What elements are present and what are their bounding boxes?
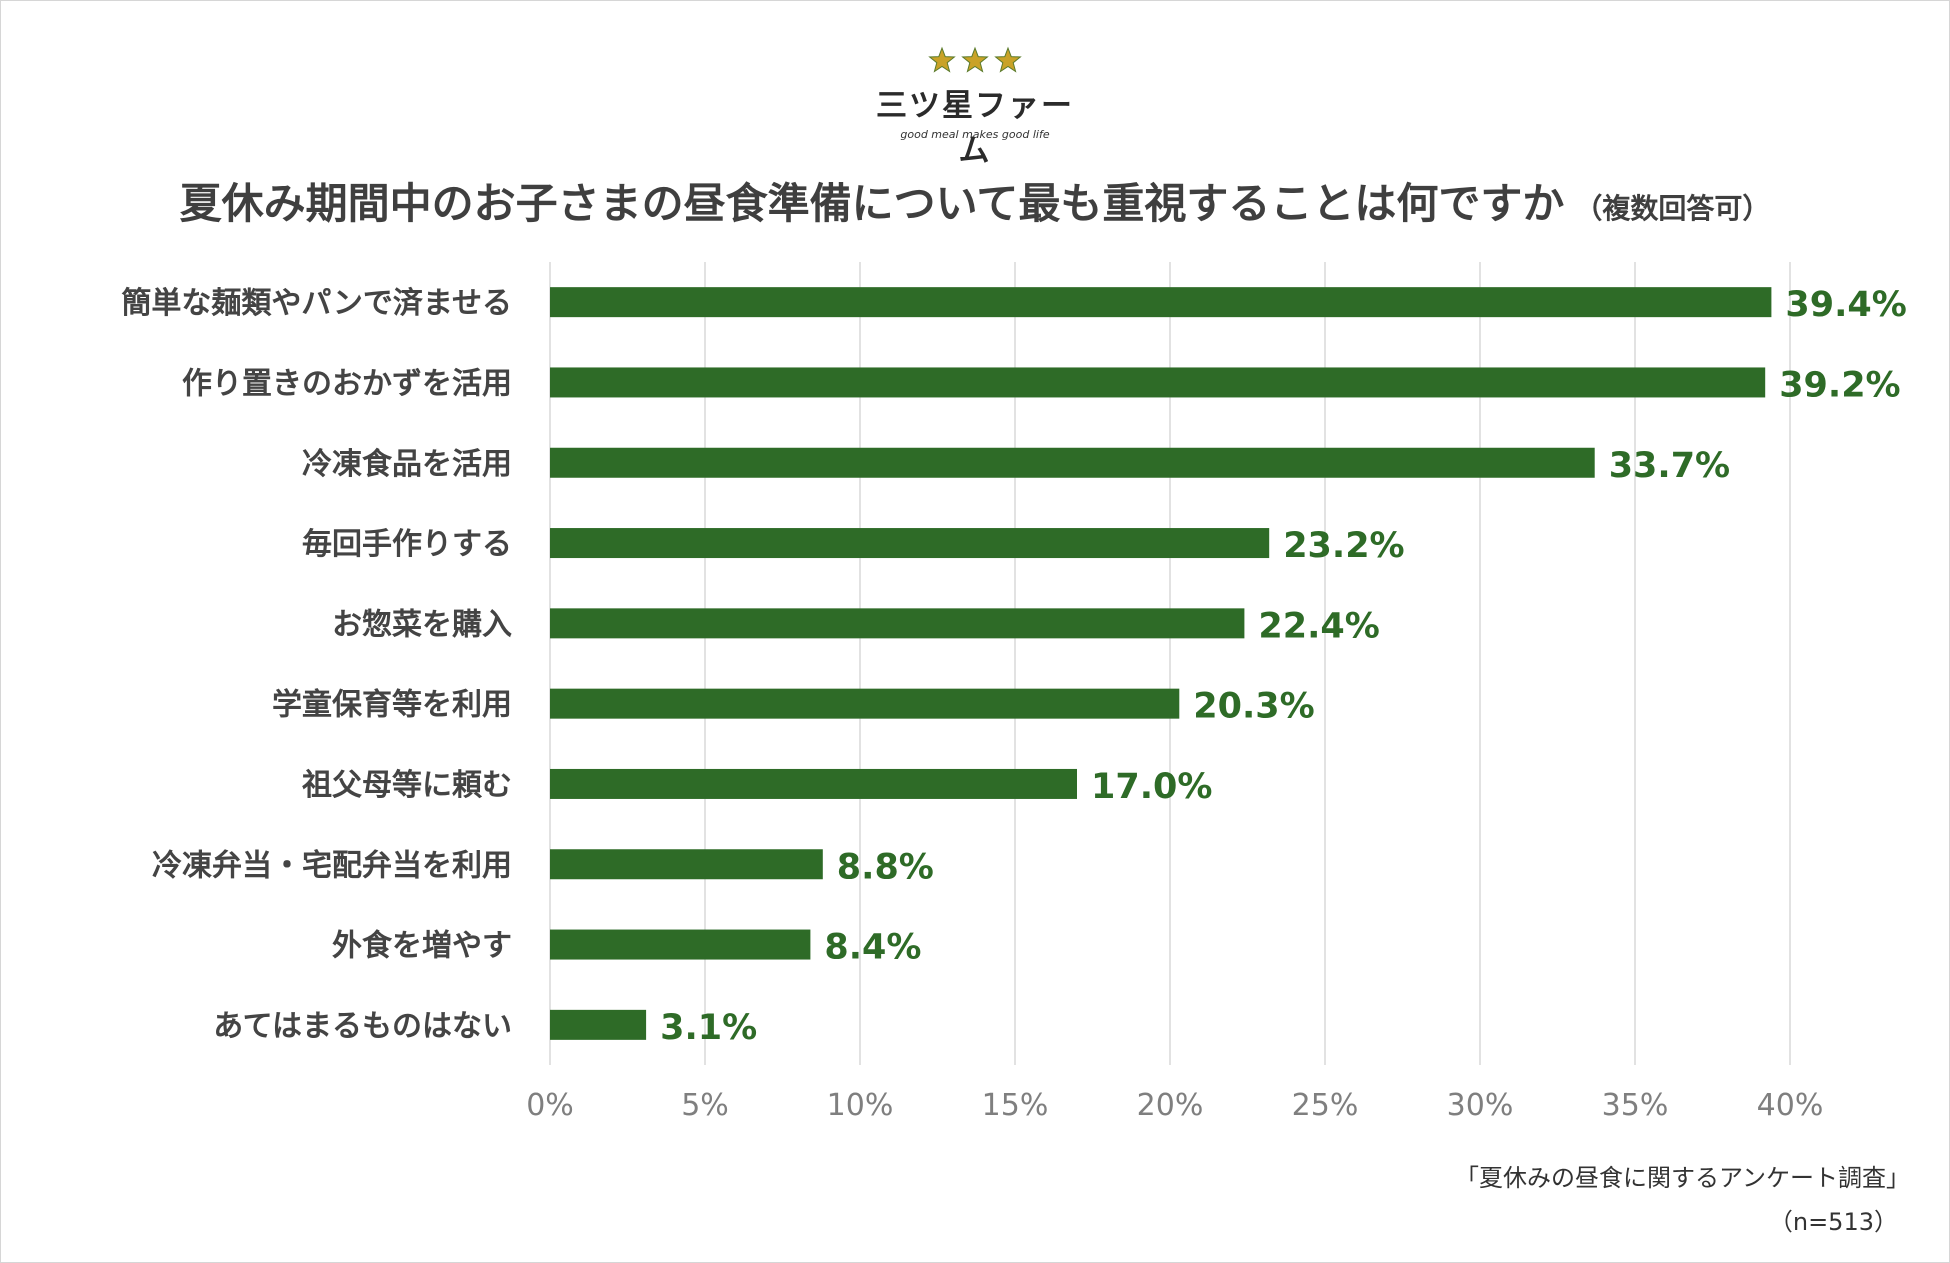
bar xyxy=(550,447,1595,478)
category-label: お惣菜を購入 xyxy=(332,607,512,642)
x-tick-label: 35% xyxy=(1602,1088,1669,1123)
category-label: 祖父母等に頼む xyxy=(302,768,512,803)
logo-star-2 xyxy=(961,46,989,73)
category-label: 簡単な麺類やパンで済ませる xyxy=(121,286,512,321)
chart-title-sub: （複数回答可） xyxy=(1574,192,1771,225)
chart-title-main: 夏休み期間中のお子さまの昼食準備について最も重視することは何ですか xyxy=(179,179,1565,228)
chart-title: 夏休み期間中のお子さまの昼食準備について最も重視することは何ですか （複数回答可） xyxy=(0,170,1950,231)
value-label: 22.4% xyxy=(1258,606,1379,646)
category-label: 学童保育等を利用 xyxy=(272,688,512,723)
x-tick-label: 5% xyxy=(681,1088,729,1123)
value-label: 17.0% xyxy=(1091,767,1212,807)
x-tick-label: 10% xyxy=(827,1088,894,1123)
category-label: 作り置きのおかずを活用 xyxy=(182,366,512,401)
value-label: 23.2% xyxy=(1283,526,1404,566)
x-tick-label: 15% xyxy=(982,1088,1049,1123)
category-label: 毎回手作りする xyxy=(302,527,512,562)
category-label: 外食を増やす xyxy=(332,929,512,964)
x-tick-label: 25% xyxy=(1292,1088,1359,1123)
bar xyxy=(550,768,1077,799)
value-label: 39.2% xyxy=(1779,365,1900,405)
bar xyxy=(550,287,1772,318)
logo-star-3 xyxy=(994,46,1022,73)
category-label: あてはまるものはない xyxy=(213,1009,512,1044)
logo-tagline: good meal makes good life xyxy=(900,128,1050,141)
bar xyxy=(550,929,811,960)
bar xyxy=(550,608,1245,639)
logo-name: 三ツ星ファーム xyxy=(876,88,1074,169)
category-label: 冷凍食品を活用 xyxy=(302,447,512,482)
value-label: 33.7% xyxy=(1609,446,1730,486)
category-label: 冷凍弁当・宅配弁当を利用 xyxy=(152,848,512,883)
bar xyxy=(550,849,823,880)
value-label: 20.3% xyxy=(1193,687,1314,727)
value-label: 8.8% xyxy=(837,847,934,887)
value-label: 39.4% xyxy=(1785,285,1906,325)
bar xyxy=(550,528,1270,559)
logo-star-1 xyxy=(928,46,956,73)
bar xyxy=(550,367,1766,398)
value-label: 3.1% xyxy=(660,1008,757,1048)
bar xyxy=(550,688,1180,719)
bar xyxy=(550,1009,647,1040)
value-label: 8.4% xyxy=(824,928,921,968)
source-note: 「夏休みの昼食に関するアンケート調査」 xyxy=(1454,1164,1910,1192)
x-tick-label: 0% xyxy=(526,1088,574,1123)
sample-size: （n=513） xyxy=(1768,1208,1898,1236)
brand-logo: 三ツ星ファーム good meal makes good life xyxy=(860,42,1090,169)
x-tick-label: 40% xyxy=(1757,1088,1824,1123)
x-tick-label: 30% xyxy=(1447,1088,1514,1123)
x-tick-label: 20% xyxy=(1137,1088,1204,1123)
logo-stars-icon xyxy=(928,46,1022,73)
